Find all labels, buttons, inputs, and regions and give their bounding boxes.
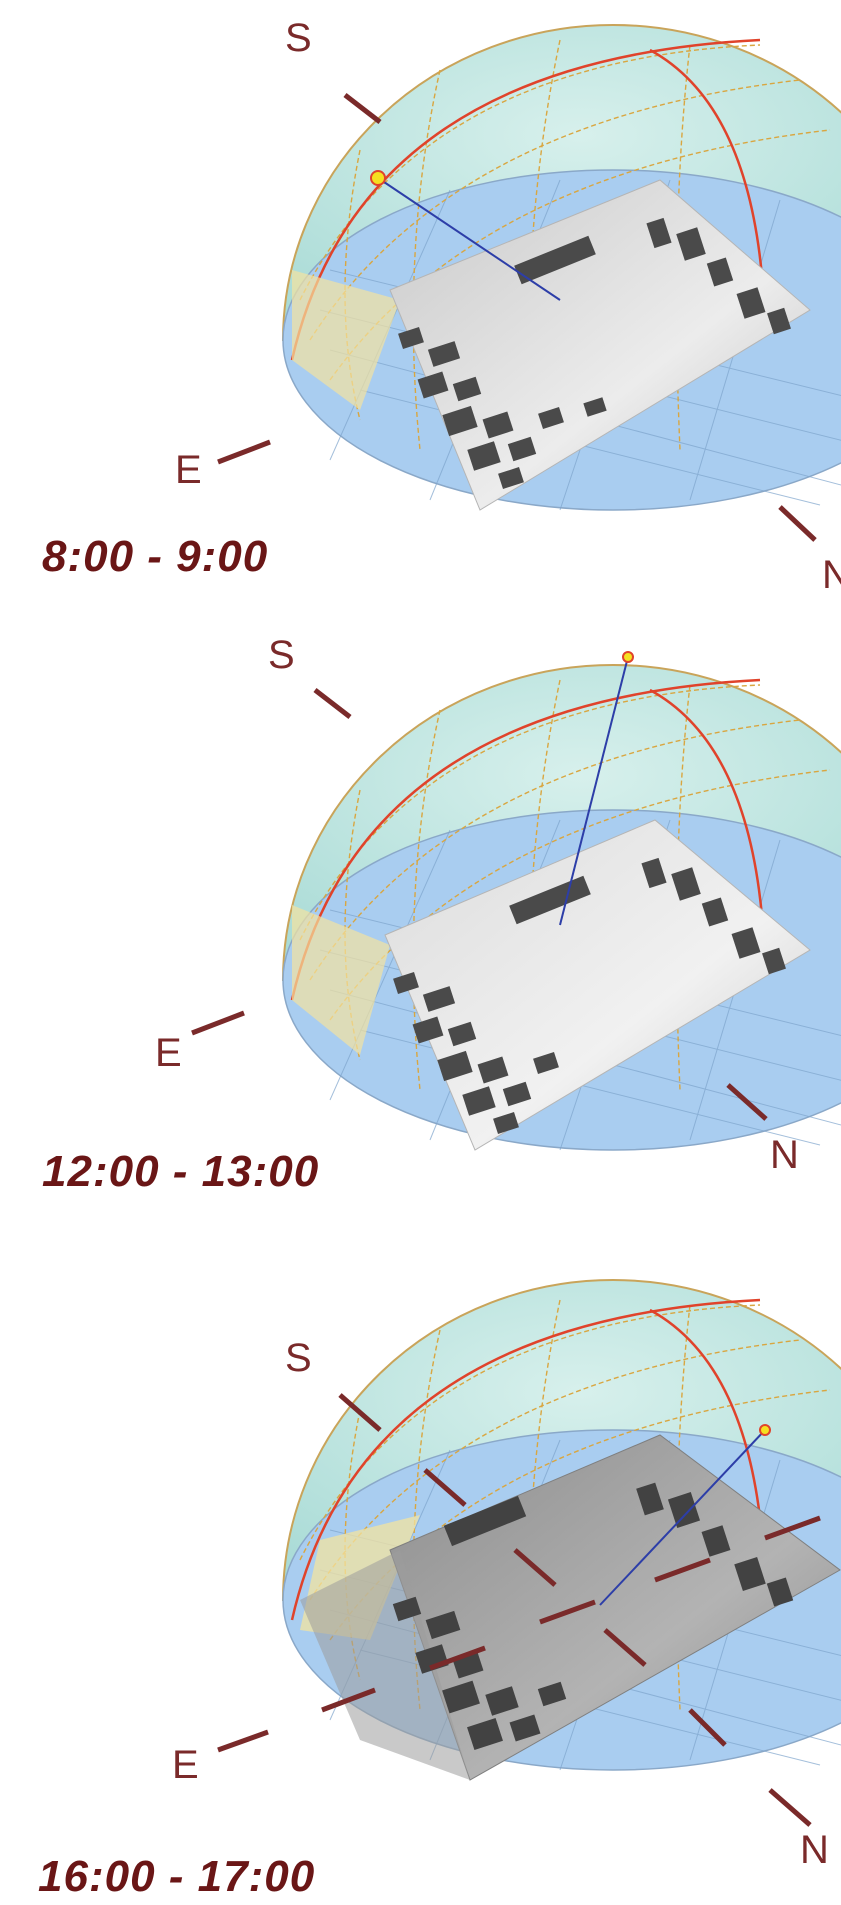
time-label: 16:00 - 17:00 xyxy=(38,1852,316,1901)
compass-south-label: S xyxy=(285,1336,312,1380)
compass-north-label: N xyxy=(800,1828,829,1872)
compass-tick-icon xyxy=(191,1010,245,1036)
sun-wedge xyxy=(292,905,390,1055)
compass-south-label: S xyxy=(268,633,295,677)
sun-ray xyxy=(559,656,629,926)
sun-ray xyxy=(377,177,561,301)
compass-tick-icon xyxy=(343,93,382,124)
compass-tick-icon xyxy=(217,1729,269,1753)
city-blocks xyxy=(393,857,786,1135)
compass-south-label: S xyxy=(285,16,312,60)
sun-dome-diagram xyxy=(217,1279,841,1827)
time-label: 12:00 - 13:00 xyxy=(42,1147,320,1196)
sun-dome-diagram xyxy=(191,651,841,1151)
sun-study-panel-2: S E N 12:00 - 13:00 xyxy=(0,635,841,1270)
sun-marker-icon xyxy=(370,170,386,186)
compass-north-label: N xyxy=(822,553,841,597)
sun-dome-diagram xyxy=(217,24,841,542)
sun-study-panel-3: S E N 16:00 - 17:00 xyxy=(0,1270,841,1905)
sun-wedge xyxy=(292,270,400,410)
compass-tick-icon xyxy=(778,505,817,542)
compass-east-label: E xyxy=(175,448,202,492)
compass-east-label: E xyxy=(172,1743,199,1787)
compass-tick-icon xyxy=(313,688,352,719)
compass-axis-dashed xyxy=(321,1393,821,1827)
city-blocks xyxy=(392,1482,794,1751)
city-blocks xyxy=(398,217,791,490)
compass-tick-icon xyxy=(726,1083,768,1121)
compass-north-label: N xyxy=(770,1133,799,1177)
sun-study-panel-1: S E N 8:00 - 9:00 xyxy=(0,0,841,635)
cast-shadow xyxy=(300,1550,470,1780)
compass-tick-icon xyxy=(217,439,271,465)
sun-marker-icon xyxy=(622,651,634,663)
sun-ray xyxy=(599,1429,766,1606)
time-label: 8:00 - 9:00 xyxy=(42,532,269,581)
compass-east-label: E xyxy=(155,1031,182,1075)
sun-marker-icon xyxy=(759,1424,771,1436)
